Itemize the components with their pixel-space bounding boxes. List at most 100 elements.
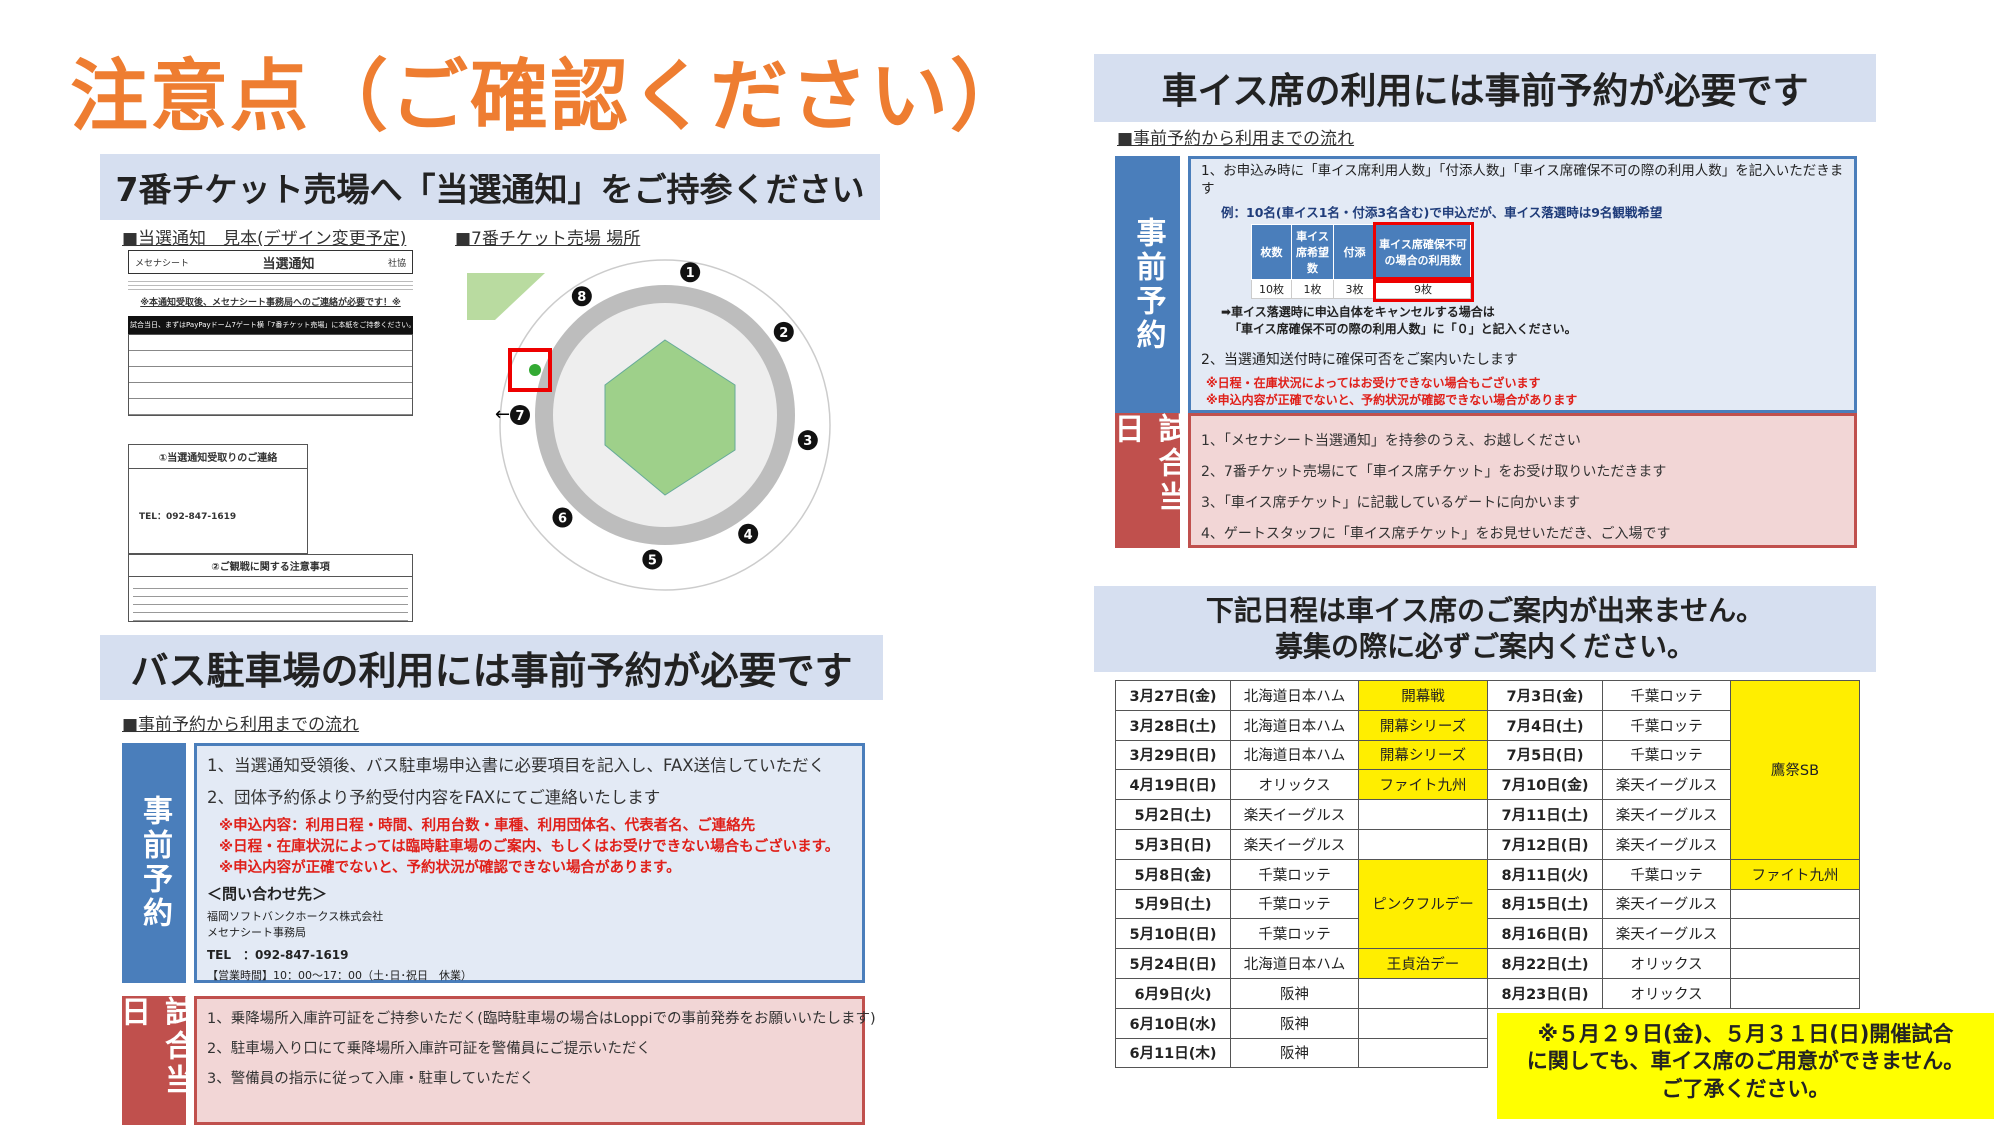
date-cell: 7月12日(日) bbox=[1487, 828, 1603, 860]
date-cell: 5月9日(土) bbox=[1115, 888, 1231, 920]
event-cell: ファイト九州 bbox=[1730, 858, 1860, 890]
date-cell: 4月19日(日) bbox=[1115, 769, 1231, 801]
schedule-row: 6月10日(水) 阪神 bbox=[1115, 1007, 1860, 1039]
team-cell: 阪神 bbox=[1230, 1037, 1359, 1069]
example-header: 車イス席確保不可の場合の利用数 bbox=[1372, 221, 1474, 283]
wheelchair-day-label: 試合当日 bbox=[1109, 413, 1188, 548]
event-cell: 鷹祭SB bbox=[1730, 680, 1860, 860]
team-cell: 楽天イーグルス bbox=[1602, 769, 1731, 801]
date-cell: 8月22日(土) bbox=[1487, 948, 1603, 979]
outer-ring bbox=[499, 259, 831, 591]
schedule-row: 3月27日(金) 北海道日本ハム 開幕戦 7月3日(金) 千葉ロッテ 鷹祭SB bbox=[1115, 680, 1860, 860]
bus-day-item: 2、駐車場入り口にて乗降場所入庫許可証を警備員にご提示いただく bbox=[207, 1041, 651, 1057]
team-cell: 千葉ロッテ bbox=[1230, 858, 1359, 890]
date-cell: 3月28日(土) bbox=[1115, 709, 1231, 741]
date-cell: 3月29日(日) bbox=[1115, 739, 1231, 771]
schedule-row: 5月3日(日) 楽天イーグルス 7月12日(日) 楽天イーグルス bbox=[1115, 828, 1860, 860]
event-cell bbox=[1358, 1007, 1488, 1039]
schedule-row: 5月9日(土) 千葉ロッテ 8月15日(土) 楽天イーグルス bbox=[1115, 888, 1860, 920]
event-cell: 開幕シリーズ bbox=[1358, 739, 1488, 771]
sample-heading: ■当選通知 見本(デザイン変更予定) bbox=[122, 229, 407, 249]
bus-day-item: 1、乗降場所入庫許可証をご持参いただく(臨時駐車場の場合はLoppiでの事前発券… bbox=[207, 1011, 876, 1027]
gate-label: 1 bbox=[686, 266, 695, 281]
gate-marker bbox=[571, 286, 592, 307]
schedule-row: 5月24日(日) 北海道日本ハム 王貞治デー 8月22日(土) オリックス bbox=[1115, 948, 1860, 979]
team-cell: 阪神 bbox=[1230, 1007, 1359, 1039]
arrow-left-icon: ← bbox=[495, 404, 510, 425]
team-cell: 千葉ロッテ bbox=[1230, 888, 1359, 920]
stadium-map: 1 2 3 4 5 6 7 8 ← bbox=[467, 259, 831, 591]
example-value: 1枚 bbox=[1291, 279, 1334, 300]
bus-day-label: 試合当日 bbox=[115, 996, 194, 1125]
wheelchair-header: 車イス席の利用には事前予約が必要です bbox=[1094, 54, 1876, 122]
gate-marker bbox=[738, 523, 759, 544]
example-header: 枚数 bbox=[1251, 224, 1292, 281]
bus-warning: ※日程・在庫状況によっては臨時駐車場のご案内、もしくはお受けできない場合もござい… bbox=[219, 839, 840, 855]
schedule-header-line1: 下記日程は車イス席のご案内が出来ません。 bbox=[1205, 593, 1765, 627]
team-cell: 北海道日本ハム bbox=[1230, 680, 1359, 711]
team-cell: 千葉ロッテ bbox=[1230, 918, 1359, 950]
contact-hours: 【営業時間】10：00～17：00（土･日･祝日 休業） bbox=[207, 969, 472, 982]
team-cell: オリックス bbox=[1602, 977, 1731, 1009]
gate-label: 5 bbox=[648, 553, 657, 568]
date-cell: 8月23日(日) bbox=[1487, 977, 1603, 1009]
team-cell: 千葉ロッテ bbox=[1602, 858, 1731, 890]
gate-label: 3 bbox=[803, 434, 812, 449]
event-cell bbox=[1358, 828, 1488, 860]
doc-filler bbox=[128, 278, 413, 292]
doc-box1-title: ①当選通知受取りのご連絡 bbox=[129, 445, 307, 469]
team-cell: 楽天イーグルス bbox=[1602, 799, 1731, 830]
wheelchair-item2: 2、当選通知送付時に確保可否をご案内いたします bbox=[1201, 352, 1518, 369]
date-cell: 7月3日(金) bbox=[1487, 680, 1603, 711]
wheelchair-pre-label: 事前予約 bbox=[1115, 156, 1180, 413]
gate-marker bbox=[797, 430, 818, 451]
contact-heading: ＜問い合わせ先＞ bbox=[207, 885, 328, 903]
bus-day-item: 3、警備員の指示に従って入庫・駐車していただく bbox=[207, 1071, 535, 1087]
gate-marker bbox=[680, 262, 701, 283]
schedule-row: 3月29日(日) 北海道日本ハム 開幕シリーズ 7月5日(日) 千葉ロッテ bbox=[1115, 739, 1860, 771]
contact-tel: TEL ：092-847-1619 bbox=[207, 948, 349, 962]
wheelchair-warning: ※申込内容が正確でないと、予約状況が確認できない場合があります bbox=[1206, 393, 1578, 408]
event-cell: ピンクフルデー bbox=[1358, 858, 1488, 950]
team-cell: 楽天イーグルス bbox=[1602, 918, 1731, 950]
map-heading: ■7番チケット売場 場所 bbox=[455, 229, 641, 249]
doc-form bbox=[128, 334, 413, 416]
date-cell: 5月10日(日) bbox=[1115, 918, 1231, 950]
bus-header: バス駐車場の利用には事前予約が必要です bbox=[100, 635, 883, 700]
schedule-row: 4月19日(日) オリックス ファイト九州 7月10日(金) 楽天イーグルス bbox=[1115, 769, 1860, 801]
gate-label: 6 bbox=[558, 512, 567, 527]
event-cell bbox=[1358, 799, 1488, 830]
schedule-row: 5月10日(日) 千葉ロッテ 8月16日(日) 楽天イーグルス bbox=[1115, 918, 1860, 950]
event-cell bbox=[1730, 888, 1860, 920]
schedule-header-line2: 募集の際に必ずご案内ください。 bbox=[1274, 630, 1695, 663]
event-cell: 開幕シリーズ bbox=[1358, 709, 1488, 741]
date-cell: 5月8日(金) bbox=[1115, 858, 1231, 890]
date-cell: 5月3日(日) bbox=[1115, 828, 1231, 860]
wheelchair-day-item: 4、ゲートスタッフに「車イス席チケット」をお見せいただき、ご入場です bbox=[1201, 526, 1671, 542]
wheelchair-day-box: 1、「メセナシート当選通知」を持参のうえ、お越しください 2、7番チケット売場に… bbox=[1188, 413, 1857, 548]
date-cell: 5月24日(日) bbox=[1115, 948, 1231, 979]
example-value: 10枚 bbox=[1251, 279, 1292, 300]
bus-pre-item: 1、当選通知受領後、バス駐車場申込書に必要項目を記入し、FAX送信していただく bbox=[207, 756, 826, 775]
schedule-row: 6月9日(火) 阪神 8月23日(日) オリックス bbox=[1115, 977, 1860, 1009]
note-line: に関しても、車イス席のご用意ができません。 bbox=[1526, 1049, 1965, 1074]
doc-bar: 試合当日、まずはPayPayドーム7ゲート横「7番チケット売場」に本紙をご持参く… bbox=[128, 316, 413, 334]
contact-office: メセナシート事務局 bbox=[207, 926, 306, 939]
date-cell: 7月10日(金) bbox=[1487, 769, 1603, 801]
example-table: 枚数 車イス席希望数 付添 車イス席確保不可の場合の利用数 10枚 1枚 3枚 9枚 bbox=[1251, 221, 1474, 302]
date-cell: 7月11日(土) bbox=[1487, 799, 1603, 830]
note-line: ご了承ください。 bbox=[1661, 1076, 1830, 1101]
doc-box2-title: ②ご観戦に関する注意事項 bbox=[129, 555, 412, 577]
date-cell: 7月4日(土) bbox=[1487, 709, 1603, 741]
doc-left: メセナシート bbox=[135, 258, 190, 269]
gate-marker bbox=[642, 549, 663, 570]
example-header: 付添 bbox=[1333, 224, 1376, 281]
gate-marker bbox=[773, 321, 794, 342]
team-cell: 阪神 bbox=[1230, 977, 1359, 1009]
team-cell: 千葉ロッテ bbox=[1602, 739, 1731, 771]
example-header: 車イス席希望数 bbox=[1291, 224, 1334, 281]
ticket-header: 7番チケット売場へ「当選通知」をご持参ください bbox=[100, 154, 880, 220]
date-cell: 6月11日(木) bbox=[1115, 1037, 1231, 1069]
gate-label: 2 bbox=[779, 326, 788, 341]
wheelchair-day-item: 2、7番チケット売場にて「車イス席チケット」をお受け取りいただきます bbox=[1201, 464, 1667, 480]
